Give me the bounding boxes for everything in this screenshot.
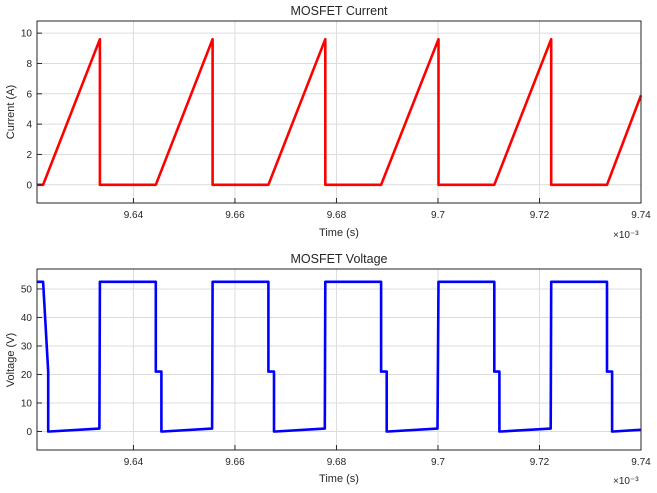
current-plot-border: [36, 20, 642, 204]
current-series-line: [37, 37, 643, 187]
current-y-tick-label: 6: [26, 89, 32, 100]
current-x-tick-label: 9.64: [124, 210, 144, 221]
current-y-tick-label: 10: [21, 29, 33, 40]
voltage-y-tick-label: 20: [21, 370, 33, 381]
voltage-x-axis-label: Time (s): [319, 473, 359, 485]
voltage-y-tick-label: 40: [21, 313, 33, 324]
voltage-y-tick-label: 10: [21, 398, 33, 409]
current-x-axis-label: Time (s): [319, 227, 359, 239]
current-x-tick-label: 9.68: [327, 210, 347, 221]
current-x-tick-label: 9.72: [530, 210, 550, 221]
current-y-tick-label: 8: [26, 59, 32, 70]
current-y-tick-label: 4: [26, 120, 32, 131]
current-x-tick-label: 9.7: [431, 210, 445, 221]
voltage-y-tick-label: 30: [21, 341, 33, 352]
voltage-y-tick-label: 50: [21, 284, 33, 295]
current-x-exponent: ×10⁻³: [613, 230, 639, 241]
current-chart: 9.64 9.66 9.68 9.7 9.72 9.74 0 2 4 6 8 10 MOSFET Cu…: [5, 4, 651, 241]
voltage-x-tick-label: 9.68: [327, 457, 347, 468]
voltage-y-tick-label: 0: [26, 427, 32, 438]
voltage-x-tick-label: 9.64: [124, 457, 144, 468]
current-plot-area: [36, 20, 642, 204]
voltage-x-exponent: ×10⁻³: [613, 476, 639, 487]
voltage-x-tick-label: 9.72: [530, 457, 550, 468]
voltage-x-tick-label: 9.66: [225, 457, 245, 468]
current-y-axis-label: Current (A): [5, 85, 17, 139]
current-x-tick-label: 9.74: [631, 210, 651, 221]
voltage-plot-border: [36, 268, 642, 451]
current-chart-title: MOSFET Current: [290, 4, 388, 18]
current-y-tick-label: 2: [26, 150, 32, 161]
current-x-tick-label: 9.66: [225, 210, 245, 221]
voltage-x-tick-label: 9.74: [631, 457, 651, 468]
voltage-plot-area: [36, 268, 642, 451]
voltage-x-tick-label: 9.7: [431, 457, 445, 468]
voltage-series-line: [37, 280, 642, 433]
voltage-chart-title: MOSFET Voltage: [290, 252, 387, 266]
current-y-tick-label: 0: [26, 180, 32, 191]
voltage-y-axis-label: Voltage (V): [5, 333, 17, 387]
voltage-chart: 9.64 9.66 9.68 9.7 9.72 9.74 0 10 20 30 40 50 MOSFE…: [5, 252, 651, 487]
